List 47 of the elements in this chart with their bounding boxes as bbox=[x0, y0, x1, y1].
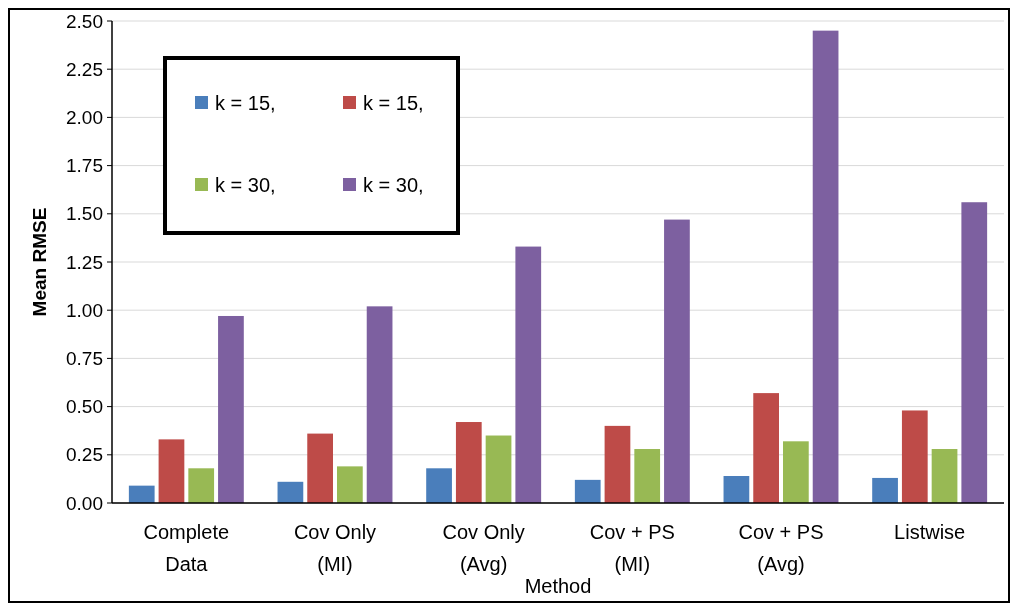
bar bbox=[604, 425, 631, 503]
bar bbox=[485, 435, 512, 503]
x-tick-label: Cov + PS (Avg) bbox=[738, 521, 824, 575]
bar bbox=[515, 246, 542, 503]
bar bbox=[188, 468, 215, 503]
bar bbox=[901, 410, 928, 503]
bar bbox=[634, 449, 661, 503]
x-tick-label: Cov + PS (MI) bbox=[589, 521, 675, 575]
y-tick-label: 1.50 bbox=[66, 203, 103, 225]
bar bbox=[723, 476, 750, 503]
bar bbox=[337, 466, 363, 503]
x-tick-label: Cov Only (MI) bbox=[293, 521, 377, 575]
bar bbox=[366, 306, 393, 503]
y-axis-title: Mean RMSE bbox=[29, 207, 50, 317]
bar bbox=[931, 449, 958, 503]
bar bbox=[961, 202, 988, 503]
bar bbox=[812, 30, 839, 503]
bar bbox=[128, 485, 155, 503]
x-axis-title: Method bbox=[524, 575, 592, 597]
y-tick-label: 1.75 bbox=[66, 155, 103, 177]
bar bbox=[158, 439, 185, 503]
legend-label: k = 30, bbox=[363, 174, 424, 196]
legend-label: k = 30, bbox=[215, 174, 276, 196]
bar bbox=[455, 422, 482, 503]
x-tick-label: Cov Only (Avg) bbox=[442, 521, 525, 575]
bar bbox=[426, 468, 452, 503]
x-tick-label: Complete Data bbox=[143, 521, 230, 575]
bar bbox=[872, 477, 898, 503]
y-tick-label: 2.25 bbox=[66, 58, 103, 80]
y-tick-label: 2.50 bbox=[66, 10, 103, 32]
y-tick-label: 1.25 bbox=[66, 251, 103, 273]
y-tick-label: 0.50 bbox=[66, 396, 103, 418]
bar bbox=[783, 441, 809, 503]
y-tick-label: 1.00 bbox=[66, 299, 103, 321]
bar bbox=[664, 219, 690, 503]
y-tick-label: 0.00 bbox=[66, 492, 103, 514]
x-tick-label: Listwise bbox=[894, 521, 966, 543]
y-tick-label: 0.25 bbox=[66, 444, 103, 466]
bar bbox=[218, 315, 244, 503]
bar bbox=[753, 393, 779, 503]
legend-label: k = 15, bbox=[363, 92, 424, 114]
y-tick-label: 0.75 bbox=[66, 348, 103, 370]
bar bbox=[574, 479, 601, 503]
y-tick-label: 2.00 bbox=[66, 107, 103, 129]
bar bbox=[307, 433, 333, 503]
bar bbox=[277, 481, 304, 503]
legend-label: k = 15, bbox=[215, 92, 276, 114]
